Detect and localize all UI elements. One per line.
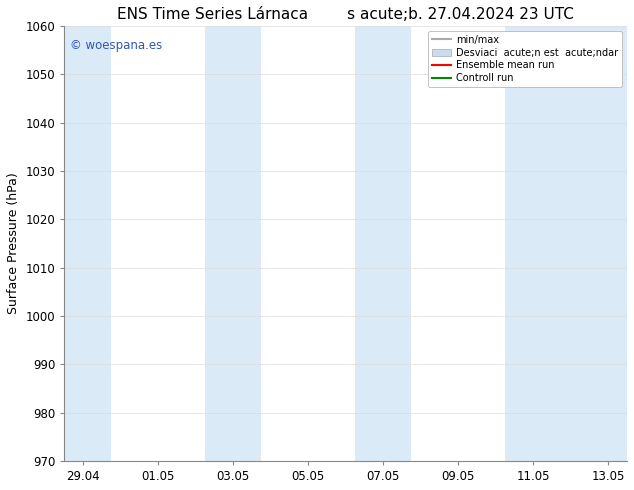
Y-axis label: Surface Pressure (hPa): Surface Pressure (hPa) [7,172,20,314]
Legend: min/max, Desviaci  acute;n est  acute;ndar, Ensemble mean run, Controll run: min/max, Desviaci acute;n est acute;ndar… [428,31,622,87]
Bar [205,26,261,461]
Bar [64,26,111,461]
Text: © woespana.es: © woespana.es [70,39,162,52]
Bar [505,26,627,461]
Bar [355,26,411,461]
Title: ENS Time Series Lárnaca        s acute;b. 27.04.2024 23 UTC: ENS Time Series Lárnaca s acute;b. 27.04… [117,7,574,22]
